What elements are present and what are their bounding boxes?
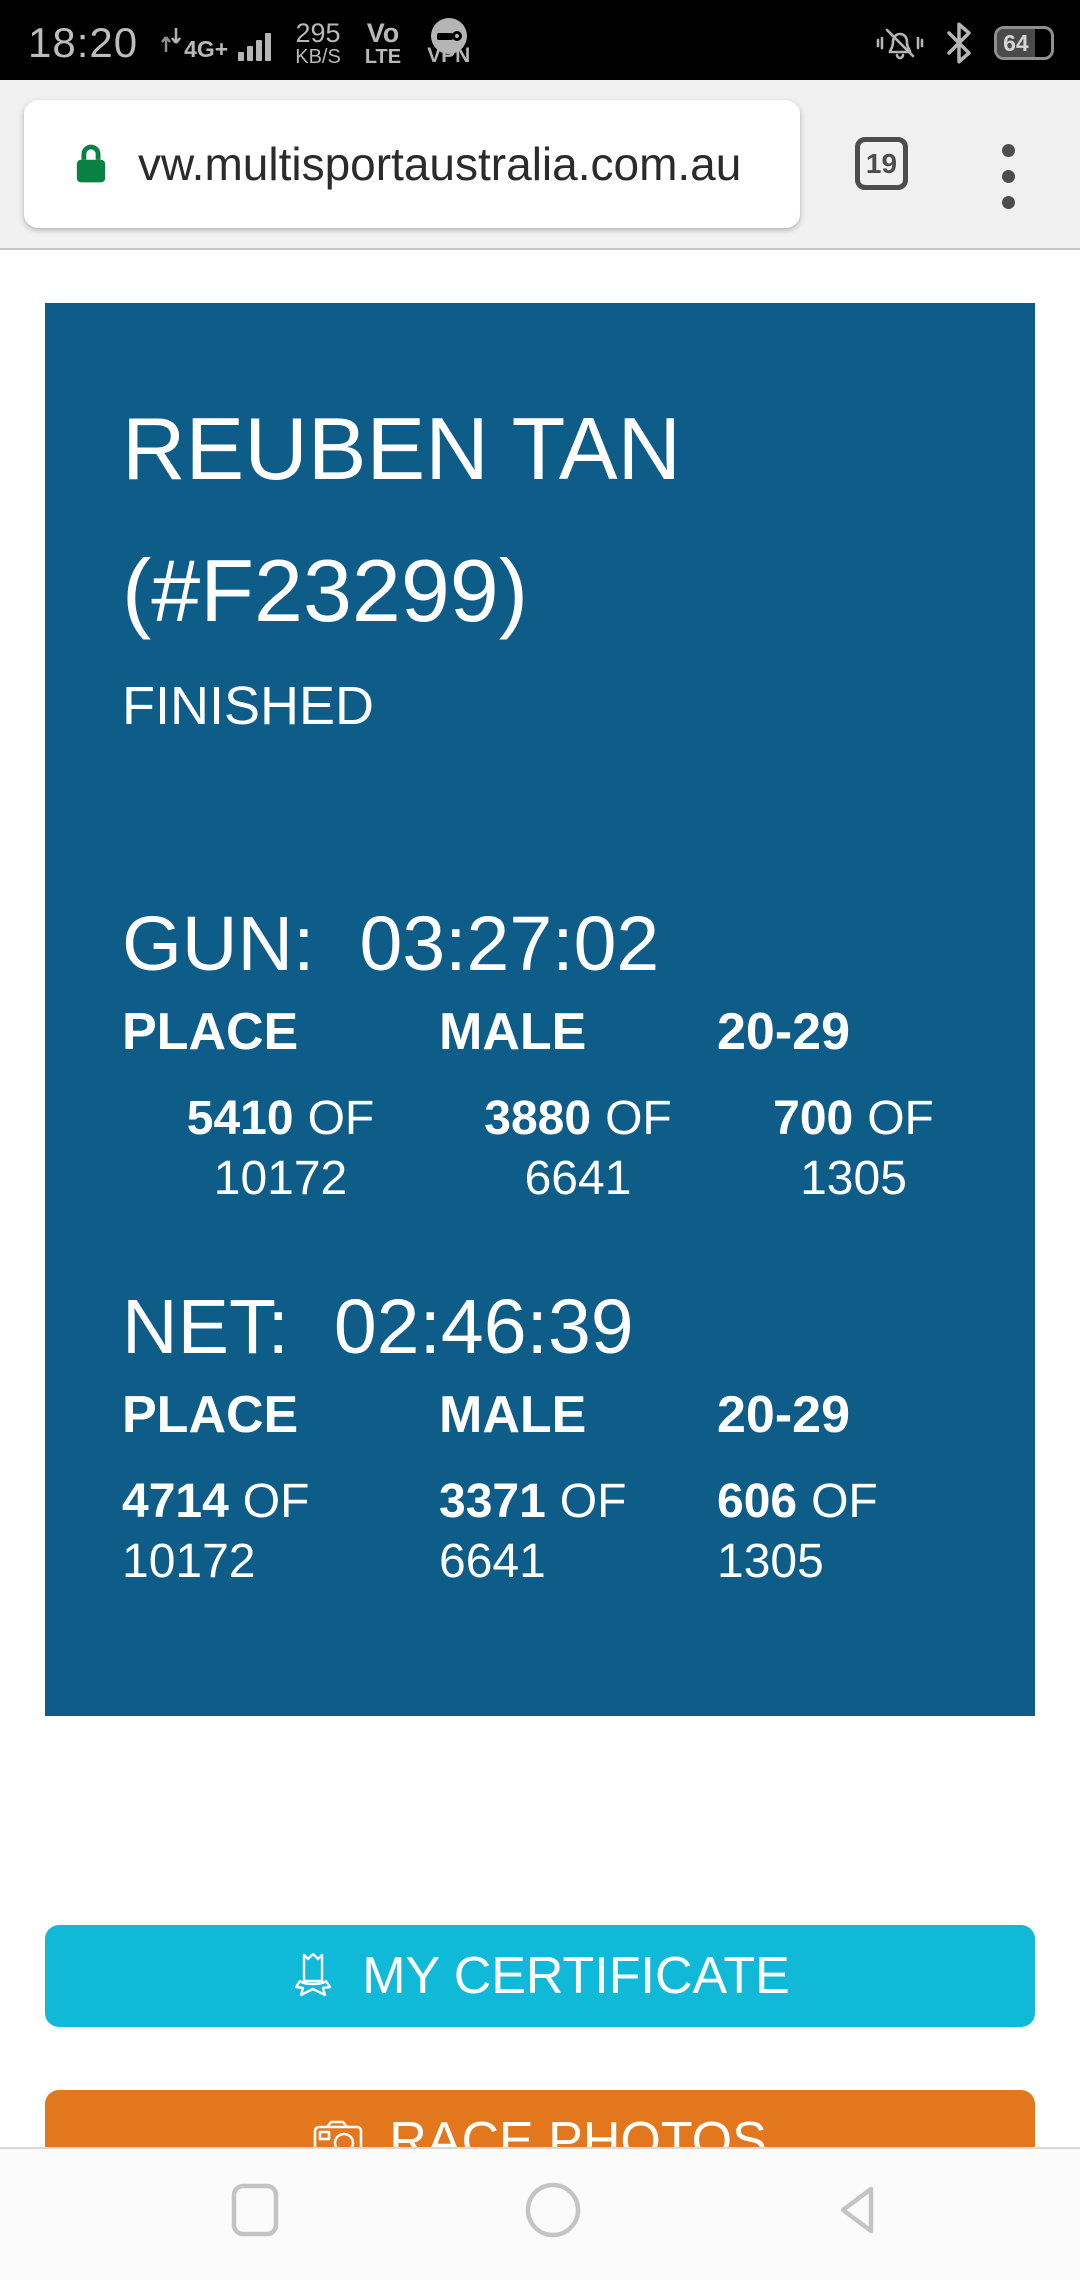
finish-status: FINISHED [122, 676, 375, 736]
net-stats-values: 4714 OF 10172 3371 OF 6641 606 OF 1305 [122, 1472, 990, 1592]
tab-switcher-button[interactable]: 19 [855, 137, 908, 190]
network-indicator: 4G+ [160, 25, 272, 62]
tab-count: 19 [865, 147, 898, 179]
browser-menu-button[interactable] [998, 140, 1019, 213]
my-certificate-button[interactable]: MY CERTIFICATE [45, 1925, 1035, 2027]
net-stats-headers: PLACE MALE 20-29 [122, 1380, 990, 1450]
net-time-value: 02:46:39 [333, 1284, 634, 1370]
gun-header-male: MALE [439, 1003, 587, 1061]
net-agegroup-value: 606 OF 1305 [717, 1475, 878, 1588]
vpn-icon: VPN [427, 18, 470, 68]
status-bar: 18:20 4G+ 295 KB/S Vo LTE [0, 0, 1080, 80]
gun-time-value: 03:27:02 [359, 901, 660, 987]
clock: 18:20 [28, 19, 139, 66]
net-header-agegroup: 20-29 [717, 1386, 850, 1444]
recents-button[interactable] [230, 2182, 280, 2238]
gun-place-value: 5410 OF 10172 [186, 1092, 375, 1205]
android-nav-bar [0, 2147, 1080, 2280]
gun-stats-values: 5410 OF 10172 3880 OF 6641 700 OF 1305 [122, 1089, 990, 1209]
secure-lock-icon [76, 144, 106, 183]
gun-header-agegroup: 20-29 [717, 1003, 850, 1061]
address-bar[interactable]: vw.multisportaustralia.com.au [24, 100, 800, 228]
net-place-value: 4714 OF 10172 [122, 1475, 310, 1588]
vibrate-mode-icon [876, 28, 924, 60]
net-header-place: PLACE [122, 1386, 299, 1444]
battery-level: 64 [1003, 29, 1029, 56]
race-result-card: REUBEN TAN (#F23299) FINISHED GUN: 03:27… [45, 303, 1035, 1716]
browser-toolbar: vw.multisportaustralia.com.au 19 [0, 80, 1080, 250]
volte-icon: Vo LTE [364, 17, 402, 68]
gun-header-place: PLACE [122, 1003, 299, 1061]
certificate-award-icon [294, 1952, 332, 1997]
gun-time-row: GUN: 03:27:02 [122, 892, 990, 997]
net-time-row: NET: 02:46:39 [122, 1275, 990, 1380]
gun-label: GUN: [122, 901, 315, 987]
net-header-male: MALE [439, 1386, 587, 1444]
battery-icon: 64 [994, 26, 1054, 60]
data-arrows-icon [161, 28, 182, 52]
gun-stats-headers: PLACE MALE 20-29 [122, 997, 990, 1067]
home-button[interactable] [524, 2182, 582, 2238]
url-text[interactable]: vw.multisportaustralia.com.au [138, 138, 742, 190]
net-male-value: 3371 OF 6641 [439, 1475, 627, 1588]
bluetooth-icon [947, 22, 971, 64]
gun-male-value: 3880 OF 6641 [484, 1092, 672, 1205]
athlete-name: REUBEN TAN (#F23299) [122, 399, 682, 640]
net-label: NET: [122, 1284, 289, 1370]
network-type-label: 4G+ [184, 36, 229, 62]
my-certificate-label: MY CERTIFICATE [362, 1947, 790, 2005]
back-button[interactable] [831, 2182, 881, 2238]
signal-strength-icon [238, 33, 272, 61]
gun-agegroup-value: 700 OF 1305 [773, 1092, 934, 1205]
network-speed: 295 KB/S [295, 17, 341, 68]
